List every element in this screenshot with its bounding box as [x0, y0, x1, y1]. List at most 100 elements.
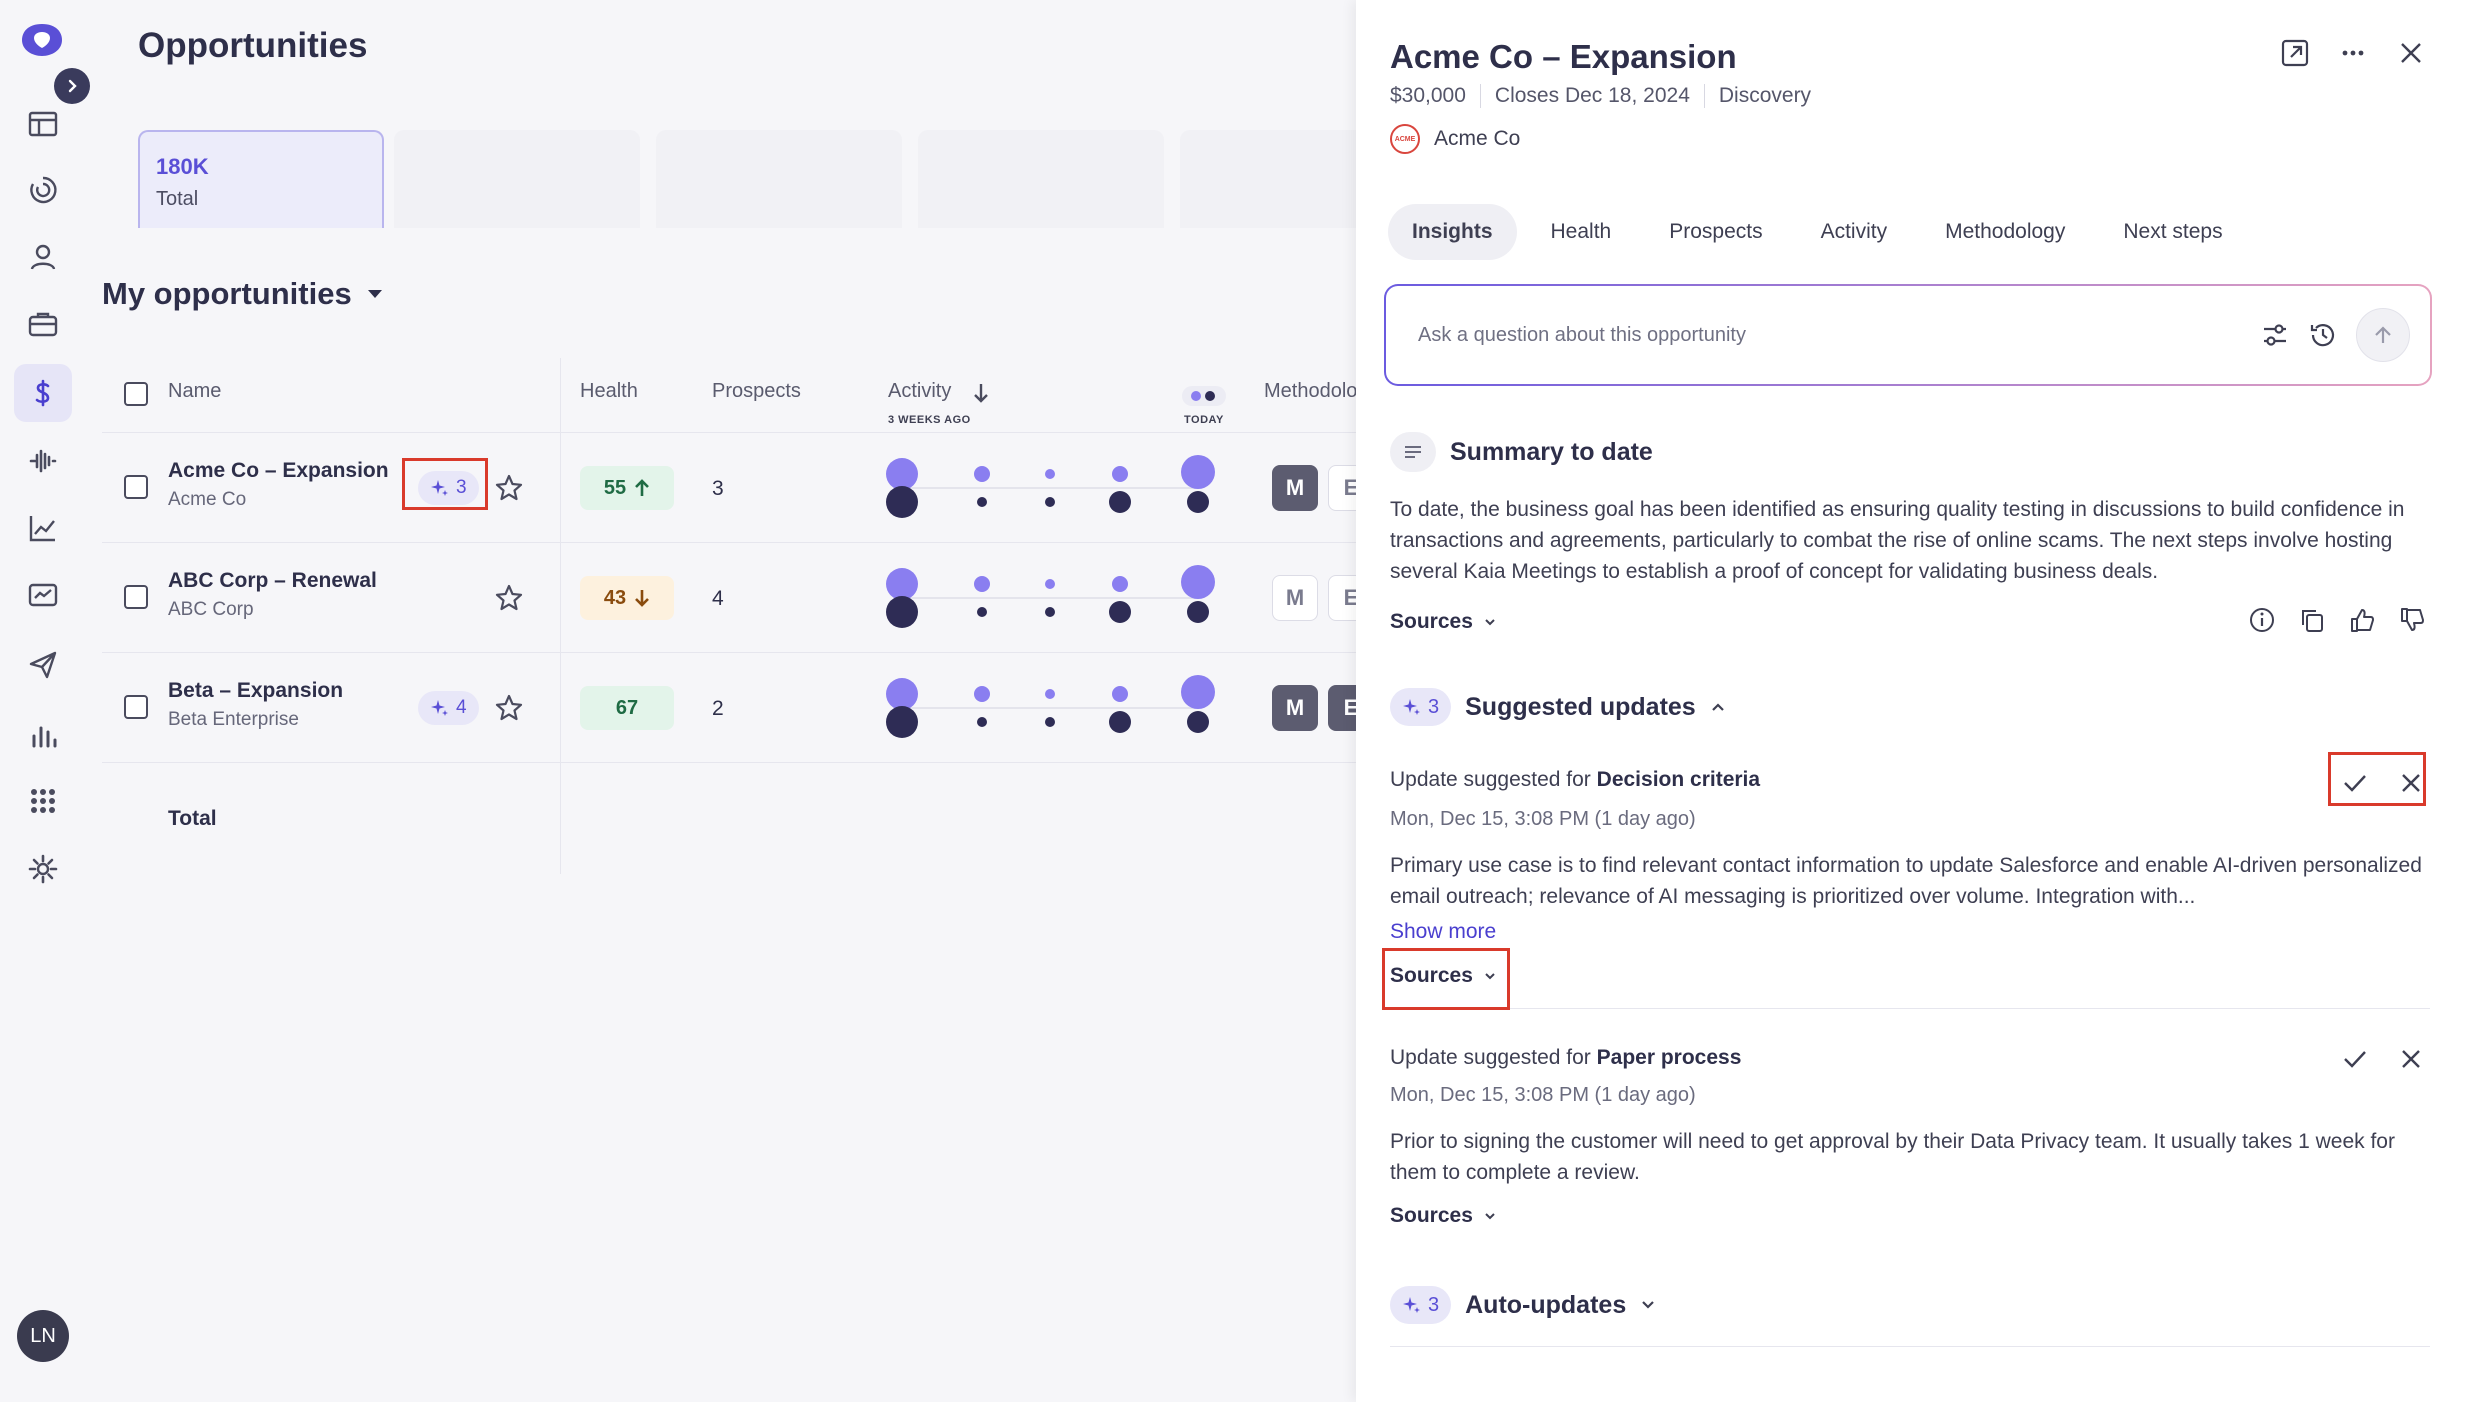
star-icon[interactable] — [494, 583, 524, 613]
monitor-chart-icon — [28, 583, 58, 607]
opportunity-name[interactable]: Acme Co – Expansion — [168, 459, 389, 482]
nav-opportunities[interactable] — [14, 364, 72, 422]
panel-account[interactable]: ACME Acme Co — [1390, 124, 1520, 154]
layout-icon — [28, 111, 58, 137]
nav-settings[interactable] — [14, 840, 72, 898]
activity-icon — [30, 176, 57, 204]
metric-card-total[interactable]: 180K Total — [138, 130, 384, 228]
methodology-m[interactable]: M — [1272, 465, 1318, 511]
nav-activity[interactable] — [14, 161, 72, 219]
select-all-checkbox[interactable] — [124, 382, 148, 406]
expand-rail-button[interactable] — [54, 68, 90, 104]
col-prospects[interactable]: Prospects — [712, 380, 801, 402]
table-row[interactable]: Beta – Expansion Beta Enterprise 4 67 2 … — [102, 652, 1374, 762]
more-icon[interactable] — [2338, 38, 2368, 68]
dismiss-close-icon[interactable] — [2396, 768, 2426, 798]
tab-activity[interactable]: Activity — [1820, 220, 1888, 243]
sort-down-icon[interactable] — [972, 382, 990, 404]
methodology-m[interactable]: M — [1272, 685, 1318, 731]
tab-insights[interactable]: Insights — [1388, 204, 1517, 260]
nav-analytics[interactable] — [14, 705, 72, 763]
thumbs-down-icon[interactable] — [2398, 606, 2426, 634]
nav-apps[interactable] — [14, 772, 72, 830]
chevron-down-icon — [1642, 1301, 1655, 1309]
health-score[interactable]: 43 — [580, 576, 674, 620]
open-external-icon[interactable] — [2280, 38, 2310, 68]
dismiss-close-icon[interactable] — [2396, 1044, 2426, 1074]
tab-health[interactable]: Health — [1550, 220, 1612, 243]
table-row[interactable]: Acme Co – Expansion Acme Co 3 55 3 M E — [102, 432, 1374, 542]
ask-question-input[interactable]: Ask a question about this opportunity — [1418, 324, 1746, 346]
user-icon — [30, 244, 56, 270]
health-score[interactable]: 55 — [580, 466, 674, 510]
star-icon[interactable] — [494, 473, 524, 503]
activity-timeline[interactable] — [882, 668, 1222, 748]
health-score[interactable]: 67 — [580, 686, 674, 730]
tab-next-steps[interactable]: Next steps — [2123, 220, 2223, 243]
sources-label: Sources — [1390, 610, 1473, 633]
thumbs-up-icon[interactable] — [2348, 606, 2376, 634]
nav-forecast[interactable] — [14, 499, 72, 557]
activity-legend-icon — [1182, 386, 1226, 406]
star-icon[interactable] — [494, 693, 524, 723]
activity-range-end: TODAY — [1184, 414, 1224, 426]
metric-card-placeholder — [394, 130, 640, 228]
opportunity-panel: Acme Co – Expansion $30,000 Closes Dec 1… — [1356, 0, 2466, 1402]
suggested-updates-header[interactable]: 3 Suggested updates — [1390, 688, 1726, 726]
suggestions-count: 4 — [456, 697, 467, 718]
prospects-count[interactable]: 4 — [712, 587, 724, 610]
info-icon[interactable] — [2248, 606, 2276, 634]
panel-tabs: Insights Health Prospects Activity Metho… — [1388, 204, 2247, 260]
methodology-m[interactable]: M — [1272, 575, 1318, 621]
update-text: Prior to signing the customer will need … — [1390, 1130, 2395, 1184]
suggestions-badge[interactable]: 3 — [418, 471, 479, 505]
show-more-link[interactable]: Show more — [1390, 920, 1497, 943]
update-title: Update suggested for Decision criteria — [1390, 768, 1760, 792]
row-checkbox[interactable] — [124, 585, 148, 609]
nav-layout[interactable] — [14, 95, 72, 153]
col-activity[interactable]: Activity — [888, 380, 952, 402]
prospects-count[interactable]: 2 — [712, 697, 724, 720]
activity-timeline[interactable] — [882, 558, 1222, 638]
update-sources-toggle[interactable]: Sources — [1390, 1204, 1497, 1228]
close-date: Closes Dec 18, 2024 — [1479, 84, 1704, 108]
nav-dashboards[interactable] — [14, 567, 72, 625]
col-name[interactable]: Name — [168, 380, 222, 402]
send-question-button[interactable] — [2356, 308, 2410, 362]
row-checkbox[interactable] — [124, 695, 148, 719]
nav-conversations[interactable] — [14, 432, 72, 490]
history-icon[interactable] — [2308, 320, 2338, 350]
nav-people[interactable] — [14, 228, 72, 286]
auto-count-badge: 3 — [1390, 1286, 1452, 1324]
nav-engage[interactable] — [14, 636, 72, 694]
accept-check-icon[interactable] — [2340, 768, 2370, 798]
update-actions — [2340, 1044, 2426, 1074]
my-opportunities-dropdown[interactable]: My opportunities — [102, 276, 384, 312]
nav-accounts[interactable] — [14, 295, 72, 353]
close-icon[interactable] — [2396, 38, 2426, 68]
col-methodology[interactable]: Methodolo — [1264, 380, 1358, 402]
tab-methodology[interactable]: Methodology — [1945, 220, 2066, 243]
update-sources-toggle[interactable]: Sources — [1390, 964, 1497, 988]
auto-updates-header[interactable]: 3 Auto-updates — [1390, 1286, 1656, 1324]
account-name: ABC Corp — [168, 599, 254, 620]
filters-icon[interactable] — [2260, 320, 2290, 350]
summary-sources-toggle[interactable]: Sources — [1390, 610, 1497, 634]
opportunity-name[interactable]: Beta – Expansion — [168, 679, 344, 702]
activity-timeline[interactable] — [882, 448, 1222, 528]
health-value: 43 — [603, 586, 627, 609]
table-row[interactable]: ABC Corp – Renewal ABC Corp 43 4 M E — [102, 542, 1374, 652]
opportunity-name[interactable]: ABC Corp – Renewal — [168, 569, 377, 592]
user-avatar[interactable]: LN — [17, 1310, 69, 1362]
logo-icon[interactable] — [18, 20, 66, 60]
bar-chart-icon — [32, 726, 57, 748]
prospects-count[interactable]: 3 — [712, 477, 724, 500]
chevron-right-icon — [68, 79, 77, 93]
col-health[interactable]: Health — [580, 380, 638, 402]
accept-check-icon[interactable] — [2340, 1044, 2370, 1074]
copy-icon[interactable] — [2298, 606, 2326, 634]
account-name: Acme Co — [168, 489, 247, 510]
row-checkbox[interactable] — [124, 475, 148, 499]
tab-prospects[interactable]: Prospects — [1669, 220, 1763, 243]
suggestions-badge[interactable]: 4 — [418, 691, 479, 725]
